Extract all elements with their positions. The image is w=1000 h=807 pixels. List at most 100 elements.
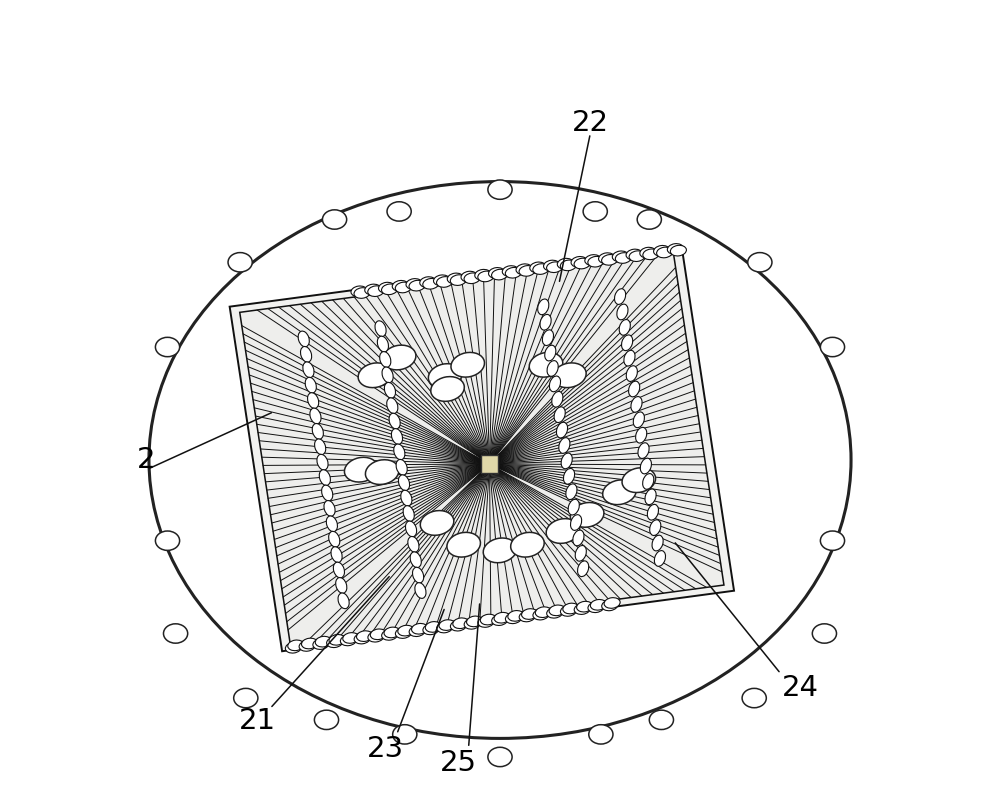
Ellipse shape xyxy=(314,710,339,730)
Ellipse shape xyxy=(315,637,331,647)
Ellipse shape xyxy=(370,629,386,640)
Ellipse shape xyxy=(382,629,398,640)
Ellipse shape xyxy=(612,251,628,261)
Ellipse shape xyxy=(585,255,601,266)
Ellipse shape xyxy=(354,633,370,644)
Ellipse shape xyxy=(645,489,656,504)
Ellipse shape xyxy=(588,602,604,613)
Ellipse shape xyxy=(478,617,494,627)
Ellipse shape xyxy=(578,561,589,576)
Ellipse shape xyxy=(636,428,647,443)
Ellipse shape xyxy=(382,345,416,370)
Ellipse shape xyxy=(343,633,359,643)
Ellipse shape xyxy=(494,613,510,623)
Ellipse shape xyxy=(302,638,318,649)
Ellipse shape xyxy=(387,202,411,221)
Ellipse shape xyxy=(533,264,549,274)
Ellipse shape xyxy=(603,480,636,504)
Ellipse shape xyxy=(624,350,635,366)
Ellipse shape xyxy=(556,422,568,438)
Ellipse shape xyxy=(312,424,323,439)
Ellipse shape xyxy=(375,321,386,337)
Polygon shape xyxy=(240,254,724,643)
Ellipse shape xyxy=(329,531,340,547)
Text: 22: 22 xyxy=(572,109,609,136)
Ellipse shape xyxy=(401,491,412,506)
Ellipse shape xyxy=(508,611,524,621)
Ellipse shape xyxy=(573,530,584,546)
Ellipse shape xyxy=(149,182,851,738)
Ellipse shape xyxy=(617,304,628,320)
Ellipse shape xyxy=(382,367,393,383)
Ellipse shape xyxy=(358,363,392,387)
Text: 21: 21 xyxy=(239,707,276,734)
Ellipse shape xyxy=(389,413,400,429)
Ellipse shape xyxy=(654,550,666,567)
Ellipse shape xyxy=(637,210,661,229)
Ellipse shape xyxy=(640,247,656,258)
Ellipse shape xyxy=(547,608,563,618)
Ellipse shape xyxy=(380,352,391,367)
Ellipse shape xyxy=(333,562,344,578)
Ellipse shape xyxy=(423,624,439,634)
Ellipse shape xyxy=(549,605,565,616)
Ellipse shape xyxy=(387,398,398,413)
Ellipse shape xyxy=(395,628,411,638)
Ellipse shape xyxy=(155,337,180,357)
Ellipse shape xyxy=(410,552,421,567)
Ellipse shape xyxy=(425,621,441,632)
Ellipse shape xyxy=(566,484,577,500)
Ellipse shape xyxy=(398,475,410,491)
Ellipse shape xyxy=(542,330,554,345)
Ellipse shape xyxy=(535,607,551,617)
Ellipse shape xyxy=(409,280,425,291)
Ellipse shape xyxy=(310,408,321,424)
Ellipse shape xyxy=(615,289,626,304)
Ellipse shape xyxy=(408,537,419,552)
Ellipse shape xyxy=(575,546,586,561)
Ellipse shape xyxy=(393,725,417,744)
Ellipse shape xyxy=(228,253,252,272)
Ellipse shape xyxy=(577,601,593,612)
Ellipse shape xyxy=(384,627,400,638)
Ellipse shape xyxy=(626,366,637,382)
Ellipse shape xyxy=(629,381,640,397)
Ellipse shape xyxy=(574,604,590,614)
Text: 24: 24 xyxy=(782,674,819,701)
Ellipse shape xyxy=(480,614,496,625)
Ellipse shape xyxy=(667,244,683,254)
Ellipse shape xyxy=(547,262,563,273)
Ellipse shape xyxy=(155,531,180,550)
Ellipse shape xyxy=(654,245,670,256)
Ellipse shape xyxy=(420,277,436,287)
Ellipse shape xyxy=(428,364,462,388)
Ellipse shape xyxy=(340,635,356,646)
Ellipse shape xyxy=(622,335,633,350)
Ellipse shape xyxy=(450,275,466,286)
Ellipse shape xyxy=(415,583,426,598)
Ellipse shape xyxy=(368,286,384,296)
Ellipse shape xyxy=(475,270,491,280)
Ellipse shape xyxy=(820,531,845,550)
Ellipse shape xyxy=(351,286,367,297)
Ellipse shape xyxy=(392,281,408,291)
Ellipse shape xyxy=(559,437,570,454)
Ellipse shape xyxy=(563,603,579,614)
Ellipse shape xyxy=(324,500,335,516)
Ellipse shape xyxy=(413,567,424,583)
Ellipse shape xyxy=(604,598,620,608)
Ellipse shape xyxy=(478,271,494,282)
Ellipse shape xyxy=(533,609,549,620)
Ellipse shape xyxy=(322,485,333,501)
Ellipse shape xyxy=(434,275,450,286)
Ellipse shape xyxy=(288,640,304,650)
Ellipse shape xyxy=(447,273,463,284)
Ellipse shape xyxy=(552,391,563,407)
Ellipse shape xyxy=(322,210,347,229)
Ellipse shape xyxy=(488,747,512,767)
Ellipse shape xyxy=(549,376,561,391)
Ellipse shape xyxy=(529,353,563,377)
Ellipse shape xyxy=(357,631,373,642)
Ellipse shape xyxy=(629,251,645,261)
Ellipse shape xyxy=(437,622,453,633)
